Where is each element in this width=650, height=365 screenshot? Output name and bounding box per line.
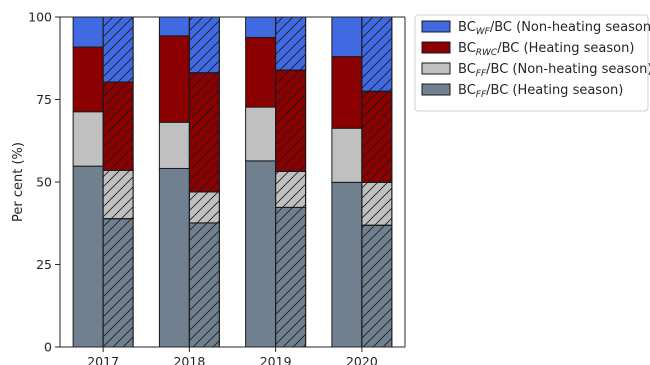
bar-hatch [275,206,307,348]
legend-label: BCWF/BC (Non-heating season) [458,20,650,37]
bar-segment [245,36,277,108]
legend-swatch [421,62,451,75]
bar-segment [158,16,190,37]
x-tick-label: 2019 [260,354,292,365]
y-axis-label: Per cent (%) [11,142,26,222]
bar-hatch [102,81,134,171]
bar-segment [245,106,277,162]
bar-segment [158,35,190,123]
y-tick-label: 50 [36,175,52,190]
bar-hatch [188,72,220,193]
bar-segment [245,160,277,348]
bars [72,16,393,348]
legend-label: BCRWC/BC (Heating season) [458,41,634,58]
legend: BCWF/BC (Non-heating season) BCRWC/BC (He… [414,14,650,112]
legend-swatch [421,41,451,54]
bar-segment [331,16,363,58]
bar-segment [158,167,190,348]
bar-segment [331,127,363,183]
bar-segment [245,16,277,38]
bar-hatch [361,224,393,348]
bar-hatch [102,218,134,348]
legend-label: BCFF/BC (Heating season) [458,83,623,100]
legend-swatch [421,83,451,96]
x-tick-label: 2018 [173,354,205,365]
y-tick-label: 25 [36,257,52,272]
bar-hatch [102,16,134,83]
bar-segment [158,121,190,169]
legend-label: BCFF/BC (Non-heating season) [458,62,650,79]
y-tick-label: 100 [28,10,52,25]
y-tick-label: 0 [44,340,52,355]
bar-segment [72,46,104,113]
y-tick-label: 75 [36,92,52,107]
x-tick-label: 2020 [346,354,378,365]
bar-segment [72,16,104,48]
x-tick-label: 2017 [87,354,119,365]
bar-segment [72,111,104,167]
bar-hatch [275,69,307,172]
bar-hatch [102,169,134,220]
bar-hatch [188,16,220,74]
bar-hatch [188,191,220,224]
bar-hatch [361,16,393,92]
bar-hatch [275,16,307,71]
bar-hatch [361,181,393,226]
legend-frame [414,14,649,112]
bar-segment [331,181,363,348]
legend-swatch [421,20,451,33]
bar-hatch [188,222,220,348]
axes: 0 25 50 75 100 2017 2018 2019 2020 [28,10,406,365]
bar-hatch [275,170,307,208]
bar-segment [72,165,104,348]
bar-segment [331,56,363,129]
bar-hatch [361,90,393,183]
